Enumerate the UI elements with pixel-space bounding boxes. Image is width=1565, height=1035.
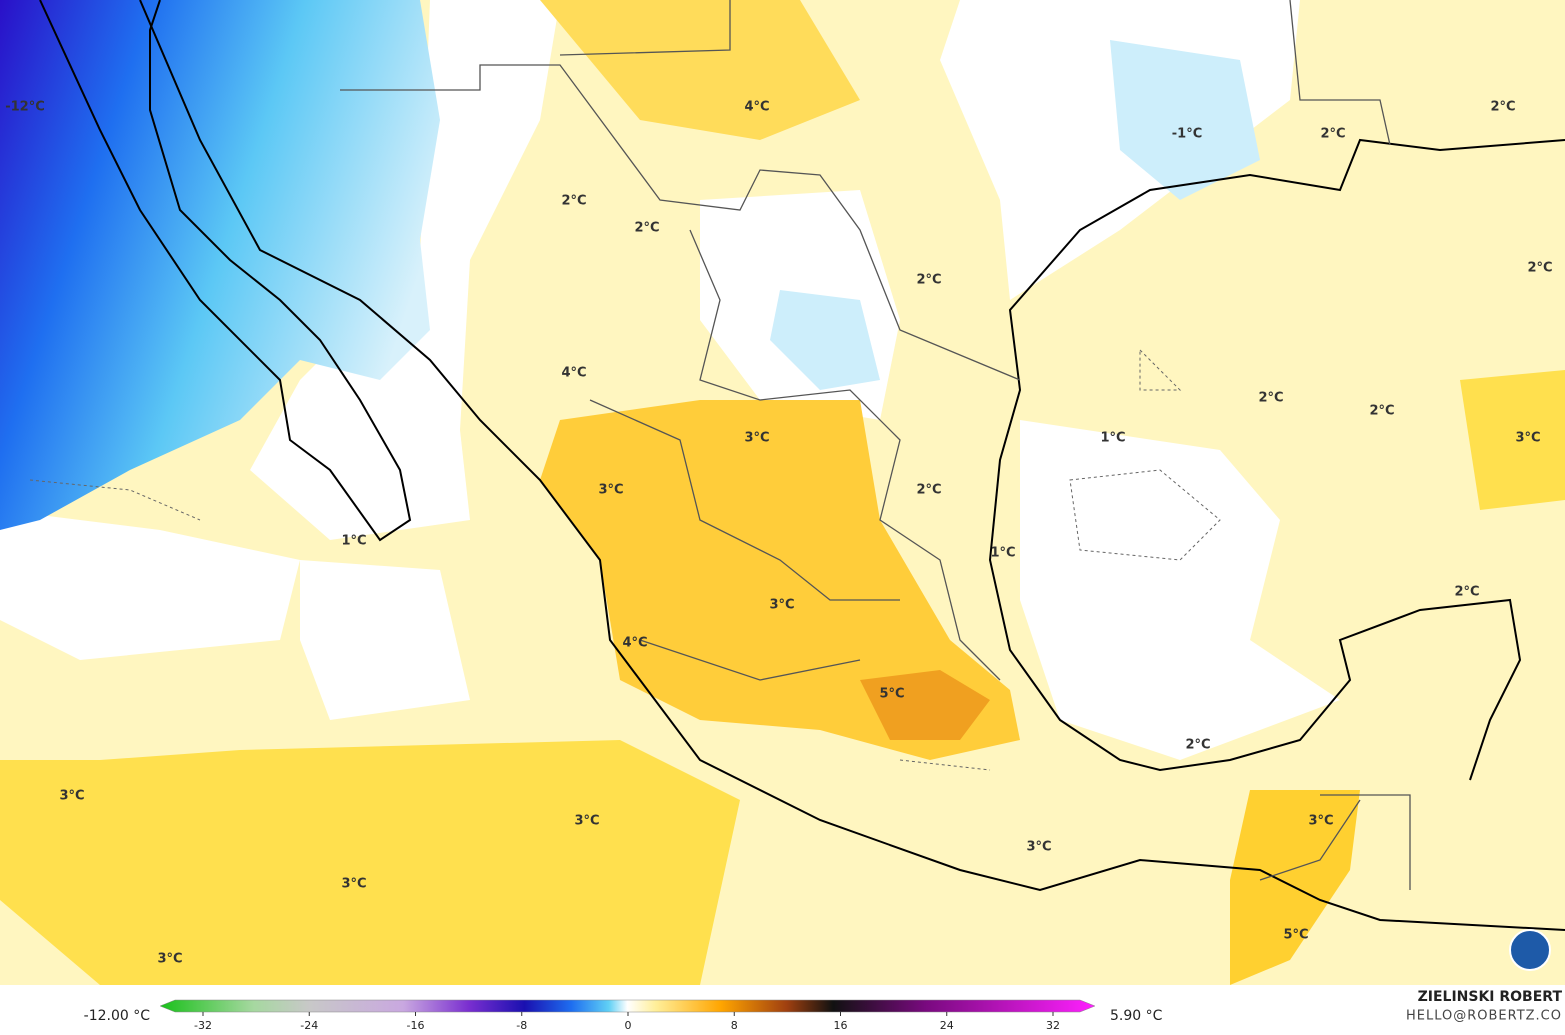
credit-name: ZIELINSKI ROBERT bbox=[1418, 989, 1563, 1005]
colorbar-tick-label: -32 bbox=[194, 1019, 212, 1032]
neutral-area bbox=[0, 510, 300, 660]
value-label: 3°C bbox=[598, 483, 623, 498]
map bbox=[0, 0, 1565, 985]
value-label: 4°C bbox=[744, 100, 769, 115]
neutral-area bbox=[250, 0, 560, 540]
value-label: 3°C bbox=[1026, 840, 1051, 855]
colorbar-tick-label: 32 bbox=[1046, 1019, 1060, 1032]
colorbar-tick-label: 24 bbox=[940, 1019, 954, 1032]
border bbox=[589, 229, 1001, 681]
value-label: -1°C bbox=[1172, 127, 1202, 142]
logo bbox=[1509, 929, 1551, 971]
warm-area bbox=[540, 0, 860, 140]
value-label: 2°C bbox=[1369, 404, 1394, 419]
value-label: 1°C bbox=[1100, 431, 1125, 446]
coastline bbox=[39, 0, 412, 542]
value-label: 3°C bbox=[59, 789, 84, 804]
map-labels: -12°C 4°C -1°C 2°C 2°C 2°C 2°C 2°C 2°C 4… bbox=[5, 100, 1552, 967]
value-label: 3°C bbox=[341, 877, 366, 892]
value-label: 2°C bbox=[1320, 127, 1345, 142]
value-label: 4°C bbox=[561, 366, 586, 381]
cold-area bbox=[770, 290, 880, 390]
cold-area bbox=[1110, 40, 1260, 200]
colorbar-tick-label: -8 bbox=[516, 1019, 527, 1032]
value-label: -12°C bbox=[5, 100, 45, 115]
value-label: 3°C bbox=[157, 952, 182, 967]
colorbar-max-label: 5.90 °C bbox=[1110, 1008, 1163, 1024]
value-label: 3°C bbox=[769, 598, 794, 613]
neutral-area bbox=[1020, 420, 1340, 760]
border bbox=[559, 0, 1411, 890]
value-label: 1°C bbox=[990, 546, 1015, 561]
coastline bbox=[988, 138, 1565, 781]
credit-email: HELLO@ROBERTZ.CO bbox=[1406, 1009, 1562, 1024]
warm-area bbox=[0, 740, 740, 985]
value-label: 3°C bbox=[744, 431, 769, 446]
value-label: 2°C bbox=[1490, 100, 1515, 115]
value-label: 5°C bbox=[879, 687, 904, 702]
value-label: 3°C bbox=[1308, 814, 1333, 829]
coastline bbox=[139, 0, 1565, 931]
neutral-area bbox=[300, 560, 470, 720]
value-label: 4°C bbox=[622, 636, 647, 651]
warm-area bbox=[860, 670, 990, 740]
value-label: 2°C bbox=[916, 483, 941, 498]
value-label: 2°C bbox=[634, 221, 659, 236]
value-label: 2°C bbox=[561, 194, 586, 209]
cold-area bbox=[0, 0, 440, 530]
colorbar-tick-label: 16 bbox=[834, 1019, 848, 1032]
value-label: 3°C bbox=[1515, 431, 1540, 446]
value-label: 2°C bbox=[1185, 738, 1210, 753]
warm-area bbox=[1460, 370, 1565, 510]
value-label: 2°C bbox=[1258, 391, 1283, 406]
value-label: 2°C bbox=[1527, 261, 1552, 276]
value-label: 2°C bbox=[916, 273, 941, 288]
colorbar-min-label: -12.00 °C bbox=[84, 1008, 151, 1024]
border bbox=[340, 64, 1021, 381]
colorbar-tick-label: -16 bbox=[407, 1019, 425, 1032]
colorbar bbox=[159, 999, 1096, 1013]
colorbar-tick-label: 0 bbox=[625, 1019, 632, 1032]
colorbar-tick-label: 8 bbox=[731, 1019, 738, 1032]
colorbar-tick-label: -24 bbox=[300, 1019, 318, 1032]
value-label: 1°C bbox=[341, 534, 366, 549]
value-label: 5°C bbox=[1283, 928, 1308, 943]
value-label: 3°C bbox=[574, 814, 599, 829]
colorbar-ticks: -32 -24 -16 -8 0 8 16 24 32 bbox=[194, 1012, 1060, 1032]
value-label: 2°C bbox=[1454, 585, 1479, 600]
warm-area bbox=[540, 400, 1020, 760]
